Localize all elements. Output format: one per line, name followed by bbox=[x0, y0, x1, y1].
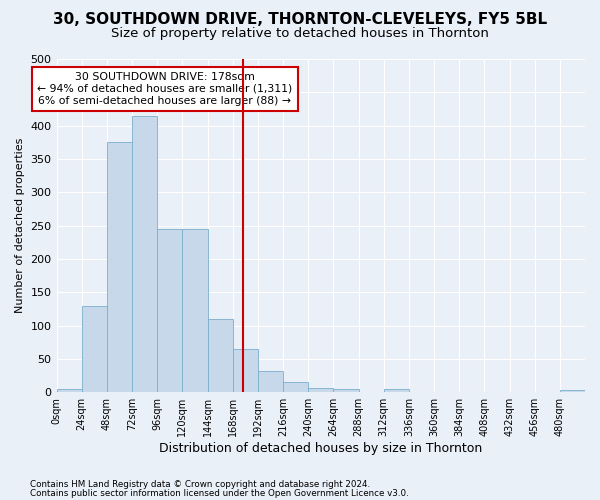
Text: Contains public sector information licensed under the Open Government Licence v3: Contains public sector information licen… bbox=[30, 488, 409, 498]
Bar bbox=[308, 388, 334, 392]
Text: Size of property relative to detached houses in Thornton: Size of property relative to detached ho… bbox=[111, 28, 489, 40]
Bar bbox=[383, 389, 409, 392]
Bar bbox=[560, 390, 585, 392]
X-axis label: Distribution of detached houses by size in Thornton: Distribution of detached houses by size … bbox=[159, 442, 482, 455]
Bar bbox=[107, 142, 132, 392]
Bar bbox=[233, 349, 258, 393]
Text: 30 SOUTHDOWN DRIVE: 178sqm
← 94% of detached houses are smaller (1,311)
6% of se: 30 SOUTHDOWN DRIVE: 178sqm ← 94% of deta… bbox=[37, 72, 293, 106]
Text: Contains HM Land Registry data © Crown copyright and database right 2024.: Contains HM Land Registry data © Crown c… bbox=[30, 480, 370, 489]
Bar bbox=[132, 116, 157, 392]
Bar bbox=[334, 389, 359, 392]
Bar bbox=[283, 382, 308, 392]
Bar bbox=[182, 229, 208, 392]
Y-axis label: Number of detached properties: Number of detached properties bbox=[15, 138, 25, 314]
Text: 30, SOUTHDOWN DRIVE, THORNTON-CLEVELEYS, FY5 5BL: 30, SOUTHDOWN DRIVE, THORNTON-CLEVELEYS,… bbox=[53, 12, 547, 28]
Bar bbox=[157, 229, 182, 392]
Bar bbox=[82, 306, 107, 392]
Bar bbox=[258, 371, 283, 392]
Bar bbox=[208, 319, 233, 392]
Bar bbox=[56, 389, 82, 392]
